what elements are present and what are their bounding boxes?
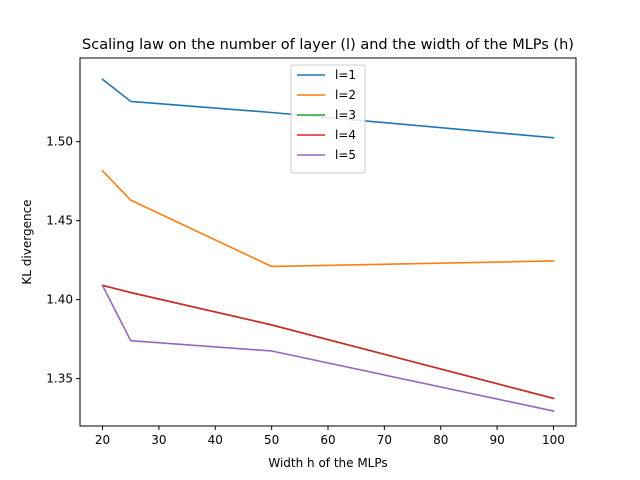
x-tick-label: 60 bbox=[320, 433, 335, 447]
series-line-l4 bbox=[101, 284, 555, 400]
chart-title: Scaling law on the number of layer (l) a… bbox=[82, 37, 574, 53]
x-tick-label: 70 bbox=[377, 433, 392, 447]
legend-entry: l=1 bbox=[335, 68, 356, 82]
x-tick-label: 80 bbox=[433, 433, 448, 447]
y-axis-label: KL divergence bbox=[20, 199, 34, 284]
series-line-l1 bbox=[101, 78, 555, 139]
x-axis-label: Width h of the MLPs bbox=[268, 456, 387, 470]
series-line-l2 bbox=[101, 169, 555, 268]
y-tick-label: 1.40 bbox=[46, 293, 73, 307]
legend-entry: l=4 bbox=[335, 128, 356, 142]
series-layer bbox=[101, 78, 555, 412]
x-tick-label: 40 bbox=[208, 433, 223, 447]
x-tick-label: 50 bbox=[264, 433, 279, 447]
x-tick-label: 90 bbox=[489, 433, 504, 447]
x-tick-label: 100 bbox=[542, 433, 565, 447]
x-tick-label: 30 bbox=[151, 433, 166, 447]
series-line-l5 bbox=[101, 284, 555, 412]
legend-entry: l=5 bbox=[335, 148, 356, 162]
legend-entry: l=2 bbox=[335, 88, 356, 102]
legend: l=1 l=2 l=3 l=4 l=5 bbox=[290, 64, 366, 174]
y-tick-label: 1.50 bbox=[46, 135, 73, 149]
y-tick-label: 1.45 bbox=[46, 214, 73, 228]
legend-box bbox=[290, 64, 366, 174]
x-axis: 20 30 40 50 60 70 80 90 100 bbox=[95, 426, 565, 447]
y-tick-label: 1.35 bbox=[46, 372, 73, 386]
y-axis: 1.35 1.40 1.45 1.50 bbox=[46, 135, 80, 386]
legend-entry: l=3 bbox=[335, 108, 356, 122]
x-tick-label: 20 bbox=[95, 433, 110, 447]
